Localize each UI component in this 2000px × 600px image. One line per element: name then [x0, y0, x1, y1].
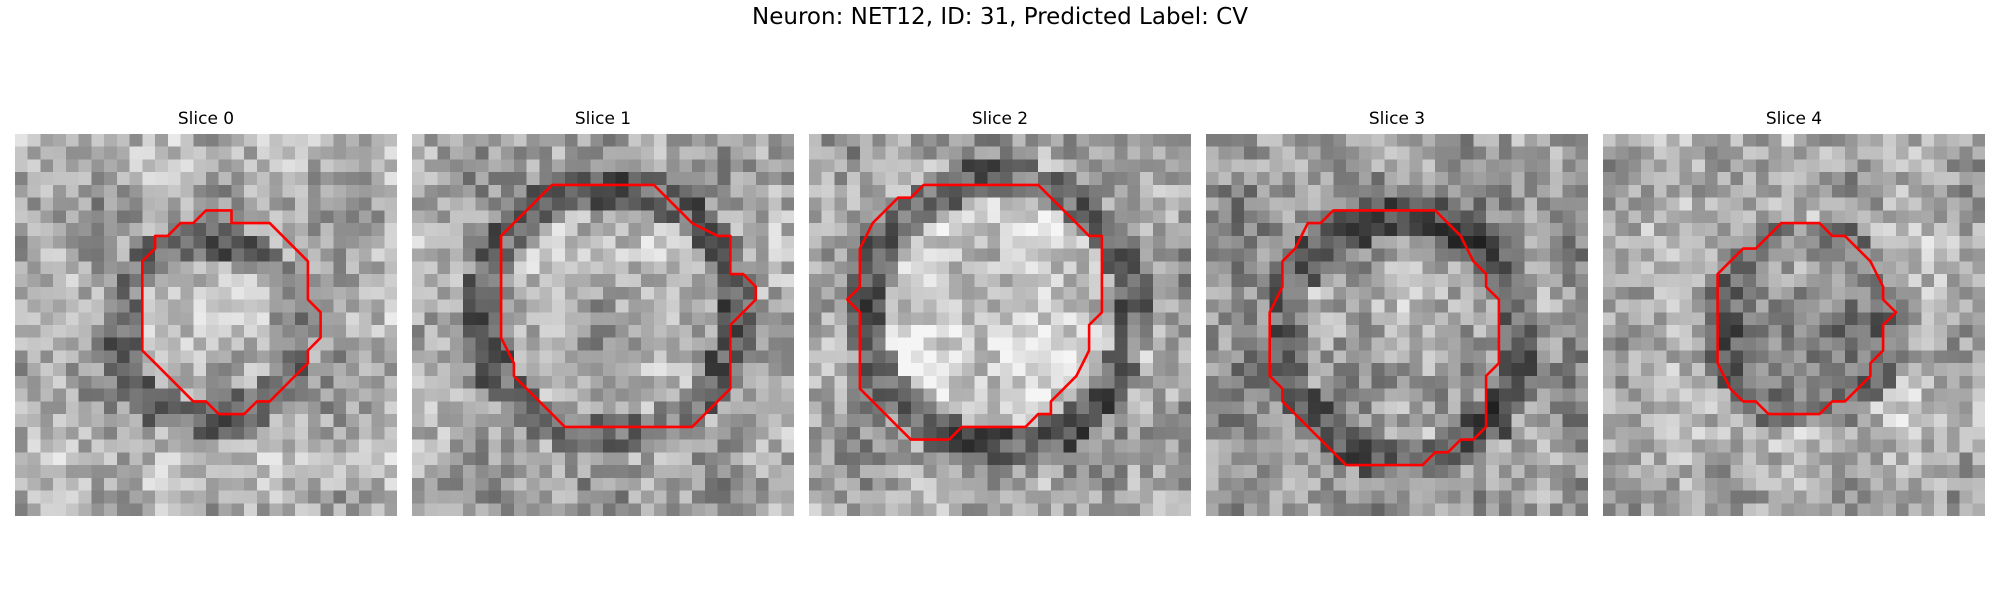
slice-0-pixels [15, 134, 397, 516]
slice-2-pixels [809, 134, 1191, 516]
slice-3-pixels [1206, 134, 1588, 516]
slice-1-contour [499, 183, 758, 429]
slice-0-svg [15, 134, 397, 516]
slice-4-svg [1603, 134, 1985, 516]
slice-0-contour [141, 209, 322, 416]
slice-3-image [1206, 134, 1588, 516]
slice-3-contour [1268, 209, 1501, 467]
slice-0-image [15, 134, 397, 516]
slice-4-title: Slice 4 [1765, 109, 1823, 129]
slice-2-title: Slice 2 [971, 109, 1029, 129]
slice-2-svg [809, 134, 1191, 516]
slice-4-contour [1716, 221, 1898, 416]
figure-title: Neuron: NET12, ID: 31, Predicted Label: … [752, 4, 1248, 30]
slice-2-image [809, 134, 1191, 516]
slice-1-title: Slice 1 [574, 109, 632, 129]
slice-1-image [412, 134, 794, 516]
slice-4-image [1603, 134, 1985, 516]
slice-2-contour [845, 183, 1104, 441]
slice-1-pixels [412, 134, 794, 516]
slice-0-title: Slice 0 [177, 109, 235, 129]
slice-4-pixels [1603, 134, 1985, 516]
slice-3-svg [1206, 134, 1588, 516]
slice-1-svg [412, 134, 794, 516]
slice-3-title: Slice 3 [1368, 109, 1426, 129]
